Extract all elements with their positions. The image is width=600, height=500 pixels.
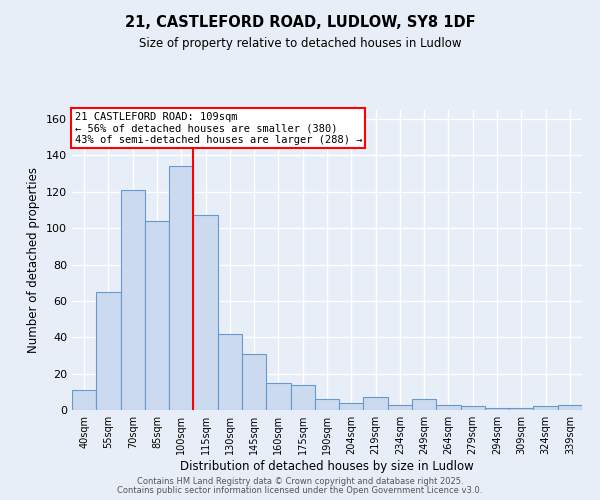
Bar <box>436 404 461 410</box>
Bar <box>145 221 169 410</box>
Bar <box>218 334 242 410</box>
Text: Size of property relative to detached houses in Ludlow: Size of property relative to detached ho… <box>139 38 461 51</box>
Bar <box>533 406 558 410</box>
Bar <box>290 384 315 410</box>
Text: 21, CASTLEFORD ROAD, LUDLOW, SY8 1DF: 21, CASTLEFORD ROAD, LUDLOW, SY8 1DF <box>125 15 475 30</box>
Bar <box>339 402 364 410</box>
Text: Contains public sector information licensed under the Open Government Licence v3: Contains public sector information licen… <box>118 486 482 495</box>
Bar <box>193 216 218 410</box>
Bar <box>485 408 509 410</box>
Text: Contains HM Land Registry data © Crown copyright and database right 2025.: Contains HM Land Registry data © Crown c… <box>137 477 463 486</box>
Bar <box>266 382 290 410</box>
Bar <box>96 292 121 410</box>
Bar <box>315 399 339 410</box>
Bar <box>72 390 96 410</box>
Bar <box>412 399 436 410</box>
Bar <box>364 398 388 410</box>
Bar <box>121 190 145 410</box>
Bar <box>461 406 485 410</box>
X-axis label: Distribution of detached houses by size in Ludlow: Distribution of detached houses by size … <box>180 460 474 473</box>
Y-axis label: Number of detached properties: Number of detached properties <box>28 167 40 353</box>
Bar <box>388 404 412 410</box>
Bar <box>242 354 266 410</box>
Text: 21 CASTLEFORD ROAD: 109sqm
← 56% of detached houses are smaller (380)
43% of sem: 21 CASTLEFORD ROAD: 109sqm ← 56% of deta… <box>74 112 362 144</box>
Bar <box>509 408 533 410</box>
Bar <box>169 166 193 410</box>
Bar <box>558 404 582 410</box>
